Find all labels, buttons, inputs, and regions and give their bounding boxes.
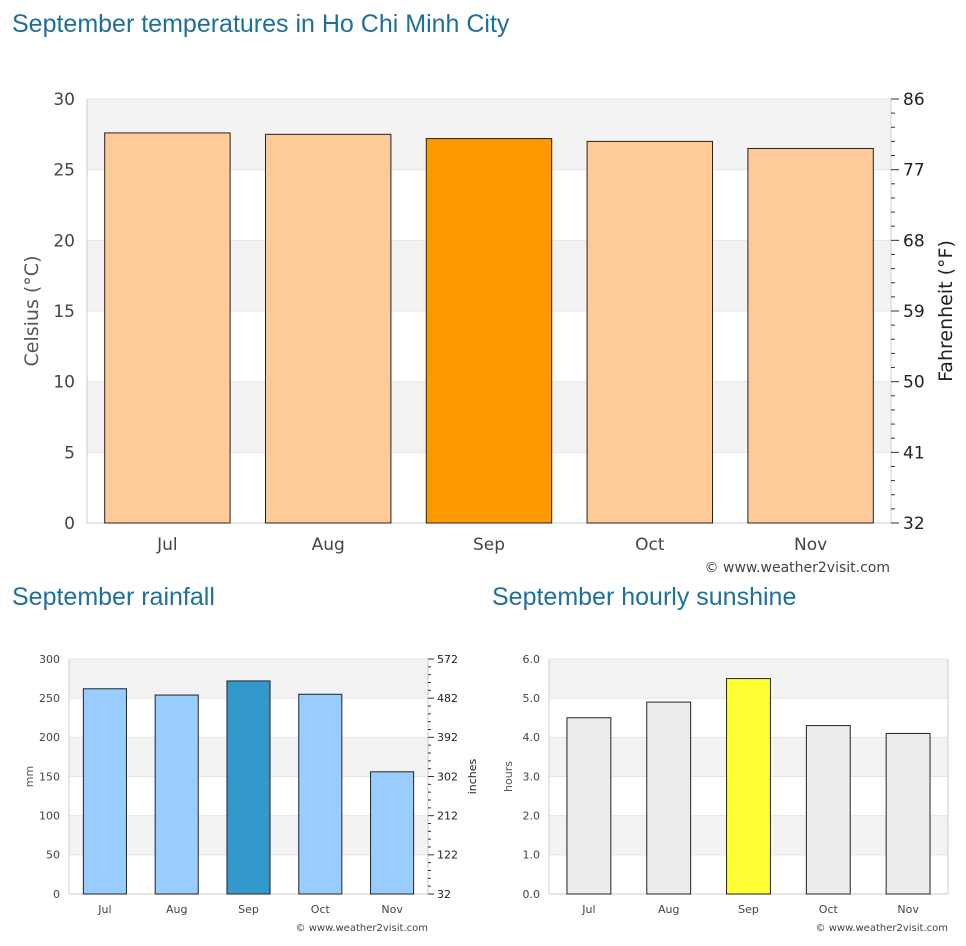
rain-y-tick-label: 200 [39, 731, 60, 744]
rain-right-tick-label: 392 [437, 731, 458, 744]
rain-y-tick-label: 250 [39, 692, 60, 705]
rainfall-chart-title: September rainfall [12, 583, 215, 611]
sun-x-tick-label: Aug [658, 903, 679, 916]
temp-bar-oct [586, 140, 714, 524]
temp-right-axis-label: Fahrenheit (°F) [935, 240, 957, 382]
temp-right-tick-label: 77 [903, 161, 925, 181]
rain-y-axis-label: mm [23, 766, 36, 787]
rain-y-tick-label: 50 [46, 849, 60, 862]
sun-bar-sep [726, 678, 771, 895]
rain-right-tick-label: 302 [437, 770, 458, 783]
sun-x-tick-label: Oct [819, 903, 839, 916]
temp-bar-sep [425, 138, 553, 524]
sun-y-tick-label: 6.0 [523, 653, 541, 666]
sun-credit: © www.weather2visit.com [816, 923, 948, 934]
sun-x-tick-label: Nov [897, 903, 919, 916]
rain-bar-oct [298, 693, 343, 895]
temp-credit: © www.weather2visit.com [705, 560, 890, 576]
sun-y-tick-label: 5.0 [523, 692, 541, 705]
temp-y-axis-label: Celsius (°C) [21, 256, 43, 367]
sun-bar-nov [885, 732, 931, 895]
rain-right-tick-label: 122 [437, 849, 458, 862]
rain-y-tick-label: 100 [39, 810, 60, 823]
temp-grid-band [87, 99, 891, 170]
temp-x-tick-label: Oct [635, 535, 665, 555]
temp-y-tick-label: 0 [64, 514, 75, 534]
temp-right-tick-label: 50 [903, 373, 925, 393]
temp-x-tick-label: Aug [312, 535, 345, 555]
sun-y-axis-label: hours [502, 761, 515, 792]
sun-y-tick-label: 4.0 [523, 731, 541, 744]
temp-y-tick-label: 25 [53, 161, 75, 181]
temp-bar-nov [747, 147, 874, 524]
sunshine-chart-title: September hourly sunshine [492, 583, 797, 611]
temp-x-tick-label: Jul [156, 535, 178, 555]
temp-right-tick-label: 86 [903, 90, 925, 110]
rain-x-tick-label: Jul [97, 903, 111, 916]
rain-grid-band [69, 659, 428, 699]
temp-right-tick-label: 59 [903, 302, 925, 322]
temp-bar-jul [104, 132, 231, 524]
sun-y-tick-label: 1.0 [523, 849, 541, 862]
rain-right-axis-label: inches [466, 758, 479, 794]
rain-grid-band [69, 815, 428, 855]
rain-right-tick-label: 482 [437, 692, 458, 705]
sun-y-tick-label: 2.0 [523, 810, 541, 823]
sun-grid-band [549, 815, 948, 855]
sun-grid-band [549, 659, 948, 699]
sun-bar-jul [566, 717, 612, 895]
rain-x-tick-label: Nov [381, 903, 403, 916]
sun-x-tick-label: Jul [581, 903, 595, 916]
sun-y-tick-label: 0.0 [523, 888, 541, 901]
sun-bar-aug [646, 701, 692, 895]
sun-grid-band [549, 737, 948, 777]
temp-grid-band [87, 381, 891, 453]
rain-grid-band [69, 659, 428, 699]
rain-bar-aug [154, 694, 199, 895]
rain-credit: © www.weather2visit.com [296, 923, 428, 934]
sun-x-tick-label: Sep [738, 903, 759, 916]
rain-right-tick-label: 32 [437, 888, 451, 901]
temp-y-tick-label: 30 [53, 90, 75, 110]
temperature-chart-title: September temperatures in Ho Chi Minh Ci… [12, 10, 510, 38]
temp-y-tick-label: 5 [64, 443, 75, 463]
temp-y-tick-label: 20 [53, 231, 75, 251]
sun-bar-oct [805, 725, 851, 895]
temp-y-tick-label: 10 [53, 373, 75, 393]
rain-right-tick-label: 572 [437, 653, 458, 666]
temp-right-tick-label: 41 [903, 443, 925, 463]
temp-right-tick-label: 32 [903, 514, 925, 534]
rain-x-tick-label: Aug [166, 903, 187, 916]
temp-bar-aug [264, 133, 392, 524]
rain-bar-nov [370, 771, 415, 895]
sun-grid-band [549, 659, 948, 699]
rain-bar-sep [226, 680, 271, 895]
temp-y-tick-label: 15 [53, 302, 75, 322]
sun-y-tick-label: 3.0 [523, 770, 541, 783]
temp-grid-band [87, 240, 891, 311]
temp-right-tick-label: 68 [903, 231, 925, 251]
temp-grid-band [87, 99, 891, 170]
rain-x-tick-label: Sep [238, 903, 259, 916]
rain-bar-jul [82, 688, 127, 895]
temp-x-tick-label: Nov [794, 535, 827, 555]
rain-y-tick-label: 300 [39, 653, 60, 666]
rain-y-tick-label: 0 [53, 888, 60, 901]
rain-x-tick-label: Oct [311, 903, 331, 916]
rain-grid-band [69, 737, 428, 777]
rain-y-tick-label: 150 [39, 770, 60, 783]
temp-x-tick-label: Sep [473, 535, 505, 555]
rain-right-tick-label: 212 [437, 810, 458, 823]
